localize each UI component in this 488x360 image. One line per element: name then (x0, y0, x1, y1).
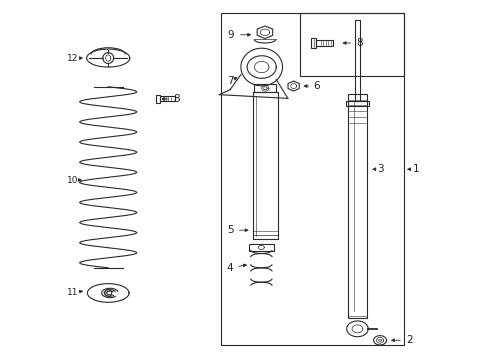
Text: 11: 11 (66, 288, 78, 297)
Bar (249, 244, 273, 251)
Bar (316, 40, 333, 46)
Bar (252, 92, 277, 239)
Bar (221, 13, 403, 345)
Text: 8: 8 (355, 38, 362, 48)
Text: 3: 3 (377, 164, 383, 174)
Text: 8: 8 (173, 94, 179, 104)
Text: 2: 2 (406, 335, 412, 345)
Text: 1: 1 (412, 164, 418, 174)
Bar (254, 84, 276, 92)
Text: 12: 12 (67, 54, 79, 63)
Bar (310, 39, 316, 48)
Text: 9: 9 (227, 30, 234, 40)
Text: 5: 5 (226, 225, 233, 235)
Bar (155, 95, 160, 103)
Text: 7: 7 (226, 76, 233, 86)
Text: 10: 10 (66, 176, 78, 185)
Text: 4: 4 (226, 263, 233, 273)
Bar (355, 21, 359, 101)
Bar (345, 101, 368, 107)
Bar (160, 96, 174, 102)
Bar (347, 94, 366, 318)
Text: 6: 6 (312, 81, 319, 91)
Bar (300, 13, 403, 76)
